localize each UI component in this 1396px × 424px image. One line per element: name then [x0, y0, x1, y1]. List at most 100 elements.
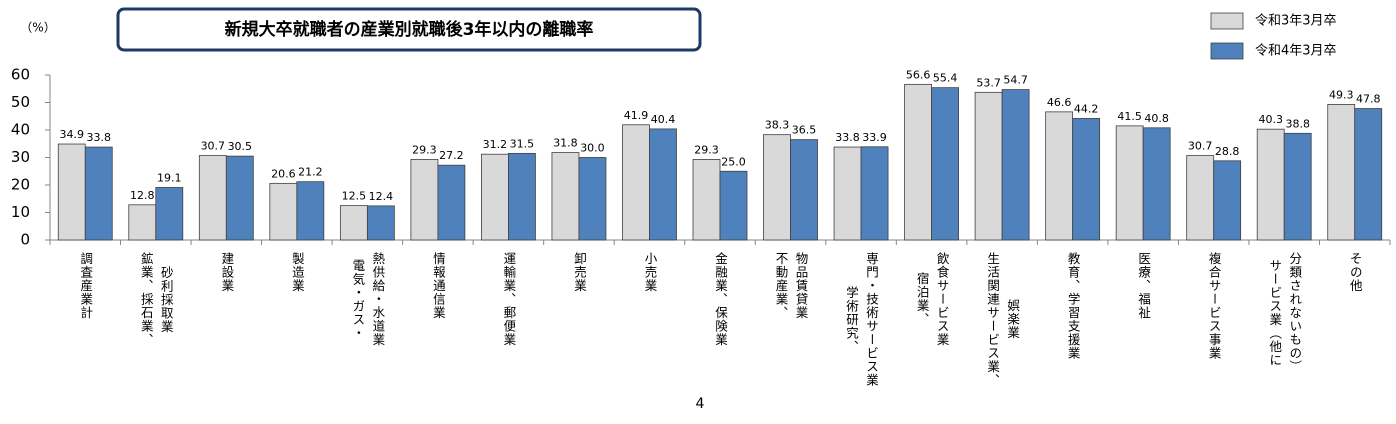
value-label: 41.5 [1117, 110, 1142, 123]
value-label: 30.0 [580, 142, 605, 155]
y-unit: （%） [20, 21, 55, 35]
bar [269, 182, 298, 241]
x-tick-label: 複合サービス事業 [1206, 252, 1222, 360]
bar [225, 155, 254, 241]
value-label: 33.8 [835, 131, 860, 144]
bar [508, 152, 536, 241]
bar [1327, 104, 1356, 241]
value-label: 29.3 [694, 143, 719, 156]
x-tick-label: 電気・ガス・ 熱供給・水道業 [350, 252, 386, 347]
bar [339, 205, 368, 241]
y-tick-label: 0 [20, 231, 30, 249]
bar [1256, 128, 1285, 241]
bar [1142, 127, 1171, 241]
bar [931, 87, 959, 241]
bar [1001, 89, 1030, 241]
legend-swatch [1210, 12, 1244, 30]
y-tick-label: 20 [11, 176, 30, 194]
value-label: 54.7 [1003, 74, 1028, 87]
value-label: 25.0 [721, 155, 746, 168]
value-label: 12.8 [130, 189, 155, 202]
bar [1283, 132, 1312, 241]
bar [860, 146, 889, 241]
x-tick-label: サービス業（他に 分類されないもの） [1267, 252, 1303, 374]
value-label: 30.7 [1188, 140, 1213, 153]
value-label: 47.8 [1356, 93, 1381, 106]
value-label: 44.2 [1074, 102, 1099, 115]
value-label: 40.3 [1258, 113, 1283, 126]
y-tick-label: 60 [11, 66, 30, 84]
bar [296, 181, 325, 241]
x-tick-label: 情報通信業 [430, 252, 446, 320]
legend-swatch [1210, 42, 1244, 60]
bar [1115, 125, 1144, 241]
legend-label: 令和3年3月卒 [1255, 14, 1337, 29]
value-label: 53.7 [976, 76, 1001, 89]
value-label: 33.9 [862, 131, 887, 144]
value-label: 33.8 [87, 131, 112, 144]
x-tick-label: 建設業 [219, 252, 235, 293]
x-tick-label: 調査産業計 [78, 252, 94, 320]
value-label: 49.3 [1329, 88, 1354, 101]
x-tick-label: 卸売業 [571, 252, 587, 293]
bar [763, 134, 791, 241]
bar [1186, 155, 1215, 241]
x-tick-label: 生活関連サービス業、 娯楽業 [985, 252, 1021, 387]
x-tick-label: 宿泊業、 飲食サービス業 [914, 252, 950, 347]
bar [974, 91, 1003, 241]
x-tick-label: 不動産業、 物品賃貸業 [773, 252, 809, 320]
bar [551, 152, 580, 241]
value-label: 36.5 [792, 124, 817, 137]
value-label: 55.4 [933, 72, 958, 85]
bar [410, 159, 439, 241]
value-label: 30.7 [201, 140, 226, 153]
value-label: 56.6 [906, 68, 931, 81]
bar [1213, 160, 1242, 241]
bar [692, 159, 721, 241]
bar [578, 157, 607, 241]
y-tick-label: 30 [11, 148, 30, 166]
x-tick-label: 教育、学習支援業 [1065, 252, 1081, 360]
value-label: 27.2 [439, 149, 464, 162]
bar [622, 124, 650, 241]
bar [437, 164, 466, 241]
value-label: 38.3 [765, 119, 790, 132]
page-number: 4 [696, 396, 705, 412]
value-label: 12.5 [342, 190, 367, 203]
value-label: 31.8 [553, 137, 578, 150]
bar [366, 205, 395, 241]
bar [719, 170, 748, 241]
y-tick-label: 10 [11, 203, 30, 221]
bar [84, 146, 113, 241]
bar [155, 187, 184, 241]
x-tick-label: 鉱業、採石業、 砂利採取業 [138, 252, 174, 347]
x-tick-label: 製造業 [289, 252, 305, 293]
bar [833, 146, 862, 241]
value-label: 38.8 [1285, 117, 1310, 130]
bar [790, 139, 818, 241]
y-tick-label: 40 [11, 121, 30, 139]
value-label: 40.8 [1144, 112, 1169, 125]
y-tick-label: 50 [11, 93, 30, 111]
x-tick-label: 金融業、保険業 [713, 252, 728, 347]
value-label: 12.4 [369, 190, 394, 203]
value-label: 31.2 [483, 138, 508, 151]
x-tick-label: 医療、福祉 [1136, 252, 1152, 320]
bar [649, 128, 677, 241]
bar [1072, 118, 1101, 241]
chart-title: 新規大卒就職者の産業別就職後3年以内の離職率 [225, 19, 594, 40]
value-label: 31.5 [510, 137, 535, 150]
legend-label: 令和4年3月卒 [1255, 44, 1337, 59]
bar [1354, 108, 1383, 241]
x-tick-label: その他 [1347, 252, 1363, 293]
x-tick-label: 運輸業、郵便業 [501, 252, 517, 347]
value-label: 29.3 [412, 143, 437, 156]
bar [481, 153, 509, 241]
value-label: 28.8 [1215, 145, 1240, 158]
value-label: 20.6 [271, 167, 296, 180]
value-label: 34.9 [60, 128, 85, 141]
bar [57, 143, 86, 241]
value-label: 41.9 [624, 109, 649, 122]
